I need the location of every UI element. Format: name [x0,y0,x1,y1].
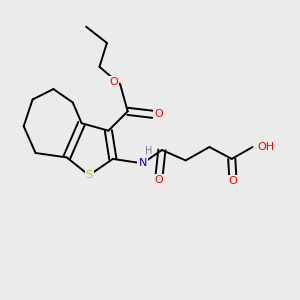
Text: OH: OH [257,142,274,152]
Text: O: O [154,109,163,119]
Text: O: O [229,176,238,186]
Text: H: H [146,146,153,156]
Text: O: O [110,76,118,87]
Text: O: O [154,175,163,185]
Text: N: N [138,158,147,168]
Text: S: S [85,170,93,180]
